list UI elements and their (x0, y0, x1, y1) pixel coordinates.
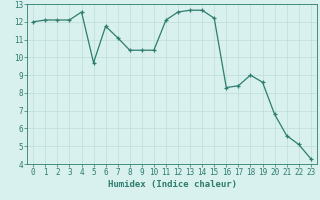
X-axis label: Humidex (Indice chaleur): Humidex (Indice chaleur) (108, 180, 236, 189)
